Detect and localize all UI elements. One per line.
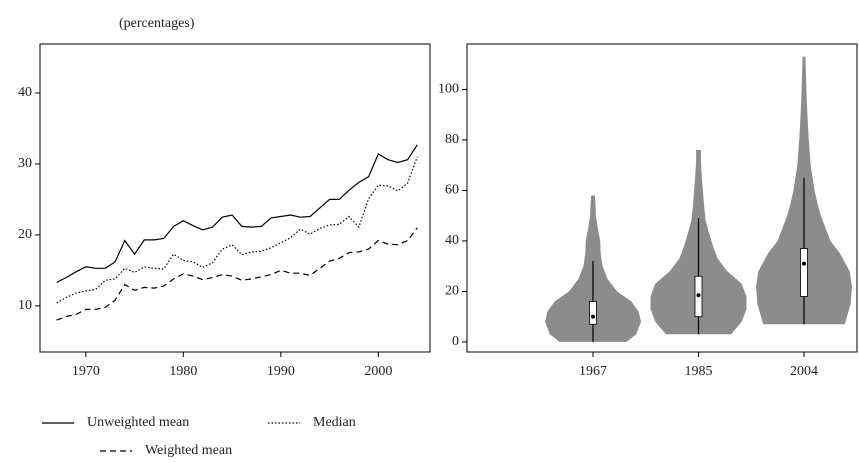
y-tick-label: 10 <box>18 298 32 313</box>
x-tick-label: 1980 <box>169 364 197 379</box>
line-series <box>56 227 418 321</box>
y-tick-label: 40 <box>445 233 459 248</box>
x-tick-label: 1985 <box>685 364 713 379</box>
iqr-box <box>800 248 808 297</box>
y-tick-label: 20 <box>445 284 459 299</box>
median-dot <box>591 314 595 319</box>
x-tick-label: 2000 <box>364 364 392 379</box>
y-tick-label: 80 <box>445 132 459 147</box>
y-tick-label: 40 <box>18 85 32 100</box>
subtitle: (percentages) <box>119 16 195 31</box>
y-tick-label: 100 <box>438 82 459 97</box>
legend-label: Weighted mean <box>145 443 232 458</box>
y-tick-label: 0 <box>452 334 459 349</box>
x-tick-label: 2004 <box>790 364 818 379</box>
plot-frame <box>466 43 858 353</box>
legend-label: Median <box>313 415 356 430</box>
y-tick-label: 20 <box>18 227 32 242</box>
y-tick-label: 60 <box>445 183 459 198</box>
line-series <box>56 156 418 304</box>
y-tick-label: 30 <box>18 156 32 171</box>
plot-frame <box>39 43 431 353</box>
x-tick-label: 1990 <box>267 364 295 379</box>
iqr-box <box>589 301 597 325</box>
median-dot <box>696 293 701 298</box>
x-tick-label: 1970 <box>72 364 100 379</box>
x-tick-label: 1967 <box>579 364 607 379</box>
legend-label: Unweighted mean <box>87 415 189 430</box>
median-dot <box>802 261 806 266</box>
line-series <box>56 144 418 284</box>
